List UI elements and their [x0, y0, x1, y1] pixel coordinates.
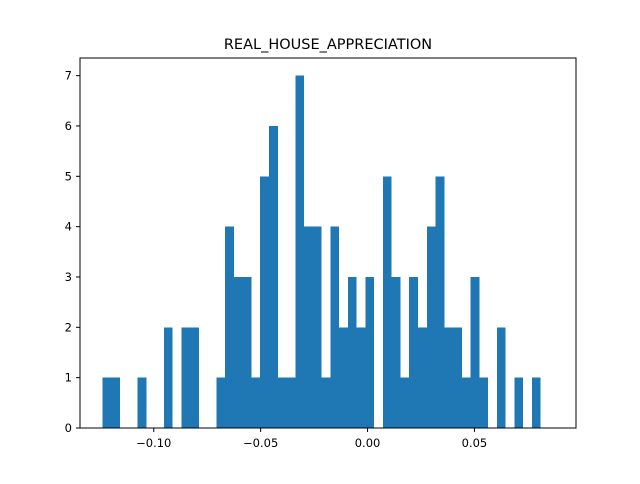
- histogram-bar-43: [479, 377, 489, 428]
- x-tick-label-2: 0.00: [355, 436, 381, 450]
- y-tick-label-7: 7: [65, 69, 72, 83]
- y-tick-label-4: 4: [65, 220, 72, 234]
- plot-frame: [79, 57, 577, 429]
- x-tick-label-1: −0.05: [243, 436, 278, 450]
- bars-layer: [102, 75, 541, 429]
- histogram-bar-34: [400, 377, 410, 428]
- x-axis: −0.10 −0.05 0.00 0.05: [136, 428, 487, 450]
- histogram-bar-20: [277, 377, 287, 428]
- histogram-bar-15: [233, 276, 243, 428]
- y-axis: 0 1 2 3 4 5 6 7: [65, 69, 80, 435]
- histogram-bar-39: [444, 327, 454, 428]
- histogram-bar-40: [453, 327, 462, 428]
- histogram-bar-37: [426, 226, 436, 428]
- histogram-bar-4: [137, 377, 147, 428]
- histogram-bar-27: [339, 327, 348, 428]
- histogram-bar-33: [391, 276, 401, 428]
- histogram-bar-47: [514, 377, 524, 428]
- histogram-bar-13: [216, 377, 226, 428]
- histogram-bar-24: [312, 226, 322, 428]
- histogram-bar-0: [102, 377, 112, 428]
- histogram-bar-35: [409, 276, 419, 428]
- histogram-bar-32: [382, 176, 392, 428]
- histogram-bar-41: [461, 377, 471, 428]
- histogram-bar-9: [181, 327, 191, 428]
- histogram-bar-21: [286, 377, 296, 428]
- histogram-bar-10: [190, 327, 199, 428]
- histogram-bar-18: [260, 176, 269, 428]
- histogram-bar-22: [295, 75, 305, 428]
- histogram-bar-45: [496, 327, 506, 428]
- histogram-bar-25: [321, 377, 331, 428]
- histogram-bar-42: [470, 276, 480, 428]
- x-tick-label-0: −0.10: [136, 436, 171, 450]
- y-tick-label-5: 5: [65, 169, 72, 183]
- y-tick-label-1: 1: [65, 371, 72, 385]
- histogram-bar-38: [435, 176, 445, 428]
- x-tick-label-3: 0.05: [462, 436, 488, 450]
- y-tick-label-2: 2: [65, 320, 72, 334]
- histogram-bar-30: [365, 276, 375, 428]
- chart-title: REAL_HOUSE_APPRECIATION: [224, 37, 432, 53]
- histogram-bar-17: [251, 377, 261, 428]
- histogram-bar-7: [163, 327, 173, 428]
- histogram-bar-19: [268, 125, 278, 429]
- histogram-bar-29: [356, 327, 366, 428]
- histogram-bar-28: [347, 276, 357, 428]
- histogram-bar-36: [418, 327, 427, 428]
- histogram-bar-49: [531, 377, 541, 428]
- histogram-bar-16: [242, 276, 252, 428]
- y-tick-label-0: 0: [65, 421, 72, 435]
- histogram-bar-26: [330, 226, 340, 428]
- histogram-bar-14: [225, 226, 234, 428]
- histogram-bar-23: [304, 226, 313, 428]
- y-tick-label-6: 6: [65, 119, 72, 133]
- histogram-bar-1: [111, 377, 120, 428]
- y-tick-label-3: 3: [65, 270, 72, 284]
